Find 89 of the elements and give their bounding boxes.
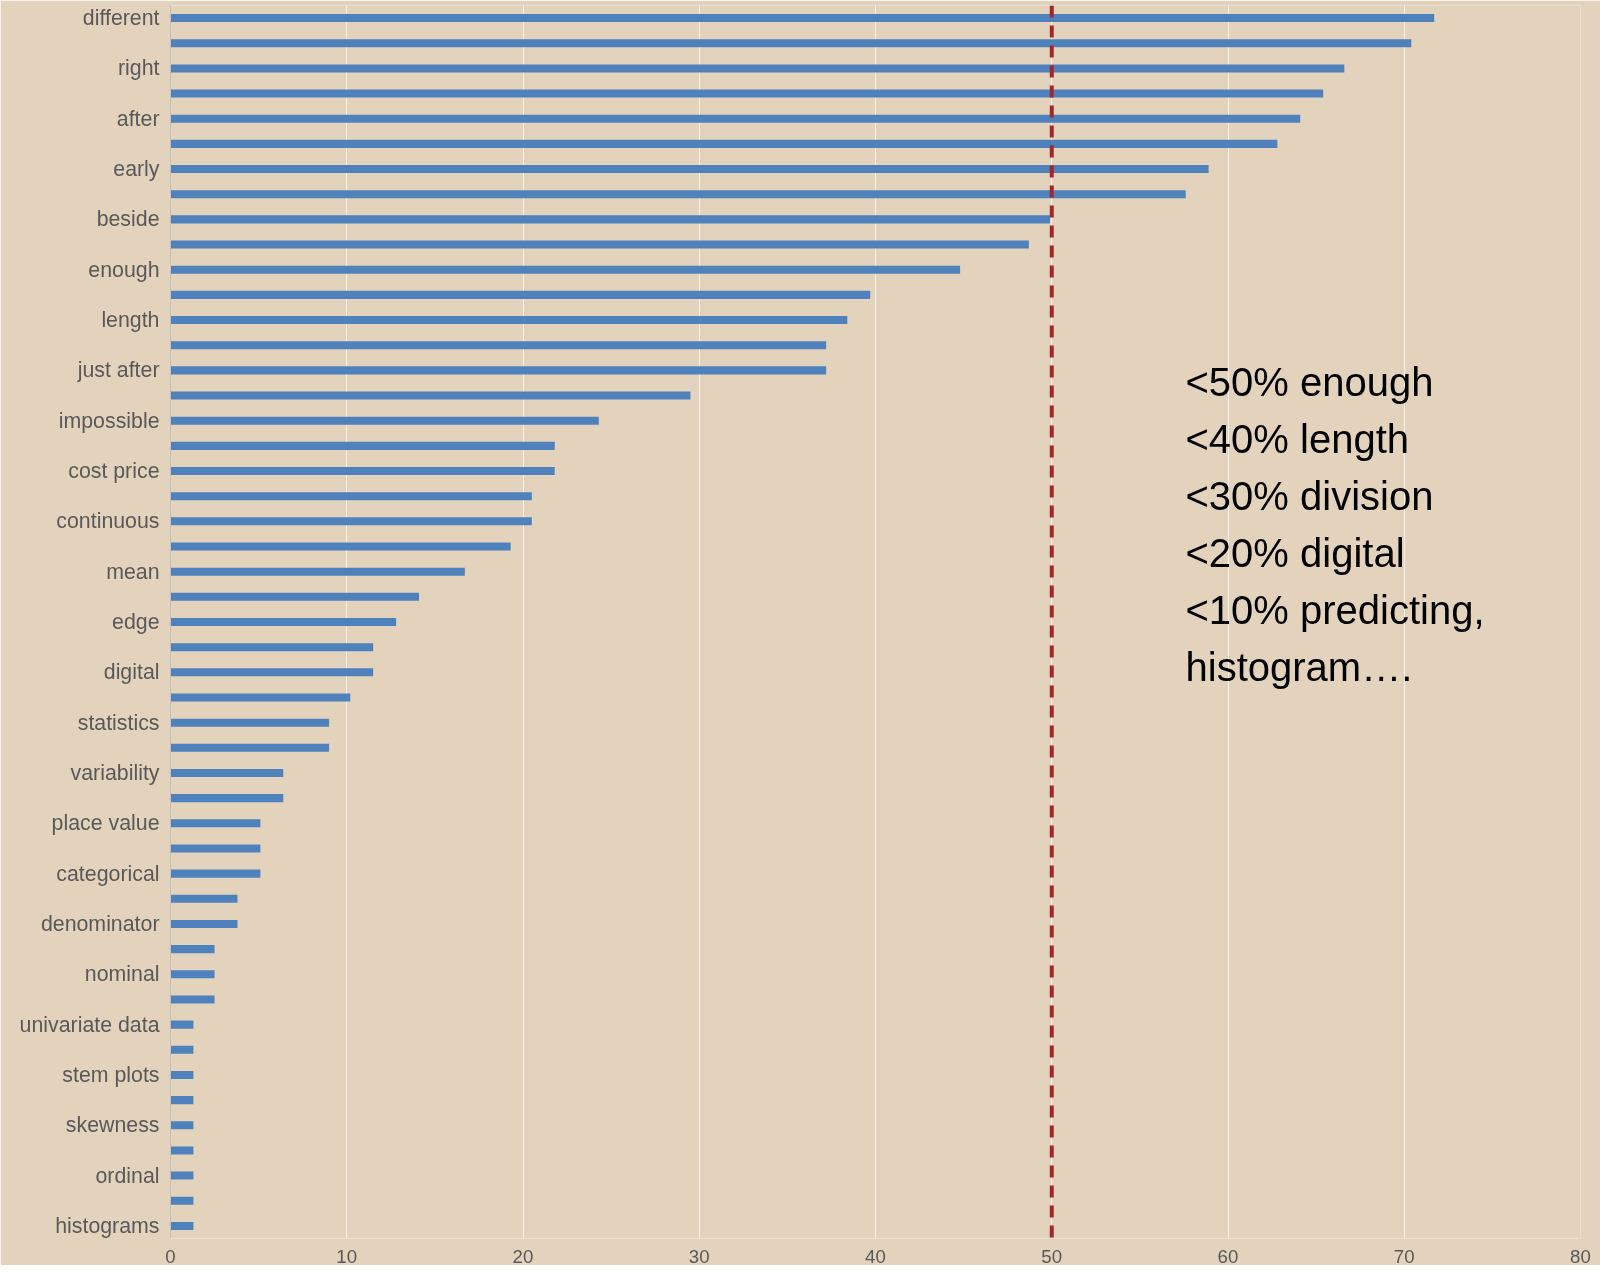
bar: [170, 693, 351, 702]
bar: [170, 1020, 194, 1029]
bar: [170, 869, 261, 878]
x-tick-label: 80: [1570, 1245, 1591, 1267]
y-tick-label: mean: [106, 559, 160, 584]
bar: [170, 416, 599, 425]
bar: [170, 139, 1278, 148]
y-tick-label: univariate data: [19, 1012, 160, 1037]
bar: [170, 919, 238, 928]
bar: [170, 39, 1412, 48]
bar: [170, 1171, 194, 1180]
bar: [170, 617, 397, 627]
bar: [170, 1146, 194, 1155]
bar: [170, 945, 215, 954]
bar: [170, 1070, 194, 1079]
bar: [170, 165, 1209, 174]
bar: [170, 768, 284, 778]
y-tick-label: right: [118, 56, 160, 81]
bar: [170, 341, 827, 350]
bar: [170, 1121, 194, 1130]
bar: [170, 14, 1435, 23]
bar: [170, 970, 215, 979]
bar: [170, 290, 871, 299]
bar: [170, 743, 330, 752]
bar: [170, 190, 1186, 199]
y-tick-label: variability: [70, 760, 160, 785]
y-tick-label: enough: [88, 257, 160, 282]
bar: [170, 466, 555, 476]
annotation: <50% enough: [1185, 359, 1434, 404]
bar: [170, 64, 1345, 73]
bar: [170, 391, 691, 400]
y-tick-label: nominal: [84, 962, 160, 987]
bar: [170, 1045, 194, 1054]
bar: [170, 894, 238, 903]
y-tick-label: different: [82, 6, 160, 31]
x-tick-label: 0: [165, 1245, 176, 1267]
y-tick-label: after: [116, 106, 160, 131]
y-tick-label: denominator: [40, 911, 160, 936]
annotation: <20% digital: [1185, 530, 1405, 575]
x-tick-label: 30: [688, 1245, 710, 1267]
bar: [170, 441, 555, 450]
x-tick-label: 20: [512, 1245, 534, 1267]
bar: [170, 1196, 194, 1205]
x-tick-label: 10: [336, 1245, 358, 1267]
bar: [170, 1096, 194, 1105]
bar: [170, 517, 532, 526]
y-tick-label: cost price: [68, 459, 160, 484]
bar: [170, 643, 374, 652]
x-tick-label: 40: [865, 1245, 886, 1267]
y-tick-label: histograms: [55, 1213, 160, 1238]
bar: [170, 492, 532, 501]
y-tick-label: length: [101, 308, 160, 333]
bar: [170, 114, 1301, 123]
bar: [170, 316, 848, 325]
y-tick-label: skewness: [65, 1113, 160, 1138]
bar: [170, 89, 1324, 98]
y-tick-label: impossible: [58, 408, 160, 433]
annotation: <40% length: [1185, 416, 1410, 461]
y-tick-label: categorical: [56, 861, 160, 886]
bar: [170, 844, 261, 853]
annotation: <10% predicting,: [1185, 587, 1485, 632]
y-tick-label: just after: [76, 358, 160, 383]
y-tick-label: edge: [112, 610, 160, 634]
bar: [170, 794, 284, 803]
bar: [170, 995, 215, 1004]
x-tick-label: 60: [1217, 1245, 1239, 1267]
bar: [170, 215, 1050, 224]
x-tick-label: 70: [1393, 1245, 1415, 1267]
y-tick-label: digital: [103, 660, 160, 685]
annotation: <30% division: [1185, 473, 1434, 518]
y-tick-label: beside: [96, 207, 160, 232]
bar: [170, 240, 1029, 249]
y-tick-label: statistics: [77, 710, 160, 735]
bar: [170, 1221, 194, 1230]
x-tick-label: 50: [1041, 1245, 1063, 1267]
y-tick-label: ordinal: [95, 1163, 160, 1188]
y-tick-label: early: [113, 157, 160, 182]
bar: [170, 819, 261, 828]
bar: [170, 592, 420, 601]
y-tick-label: continuous: [56, 509, 160, 534]
y-tick-label: stem plots: [62, 1062, 160, 1087]
bar: [170, 542, 511, 551]
bar: [170, 265, 961, 274]
bar: [170, 718, 330, 727]
bar: [170, 567, 465, 576]
bar: [170, 366, 827, 375]
annotation: histogram….: [1185, 644, 1413, 689]
bar: [170, 668, 374, 677]
y-tick-label: place value: [51, 811, 160, 836]
